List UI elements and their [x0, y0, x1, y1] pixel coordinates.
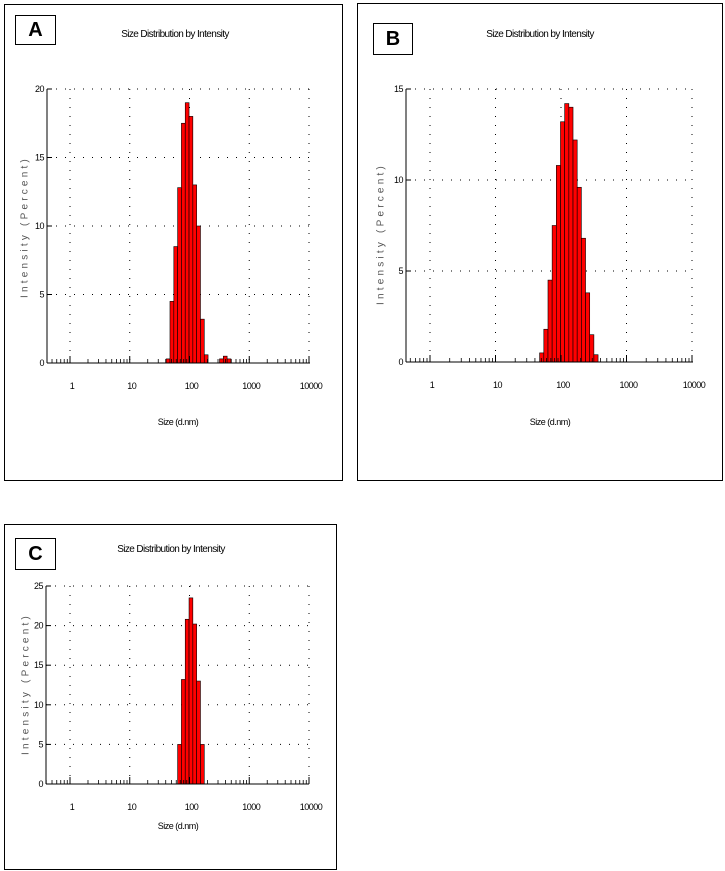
y-tick-label: 0 — [38, 779, 43, 789]
histogram-bar — [184, 618, 190, 785]
y-tick-label: 25 — [34, 581, 44, 591]
histogram-bar — [572, 139, 578, 363]
histogram-bar — [564, 103, 570, 363]
histogram-bar — [192, 184, 197, 364]
y-tick-label: 5 — [398, 266, 403, 276]
y-tick-label: 5 — [38, 739, 43, 749]
histogram-bar — [188, 597, 194, 785]
panel-label-a: A — [15, 15, 56, 45]
y-tick-label: 5 — [39, 290, 44, 300]
y-tick-label: 15 — [394, 84, 404, 94]
panel-label-c: C — [15, 538, 56, 570]
x-tick-label: 100 — [556, 380, 570, 390]
x-axis-label-c: Size (d.nm) — [157, 821, 199, 831]
histogram-bar — [181, 679, 186, 785]
histogram-bar — [576, 186, 582, 363]
histogram-bar — [547, 279, 553, 363]
y-tick-label: 10 — [394, 175, 404, 185]
chart-panel-c: C Size Distribution by Intensity Intensi… — [4, 524, 337, 870]
histogram-bar — [196, 680, 201, 785]
histogram-bar — [543, 328, 549, 363]
x-axis-label-a: Size (d.nm) — [157, 417, 199, 427]
x-tick-label: 100 — [185, 802, 199, 812]
histogram-bar — [589, 334, 595, 363]
x-tick-label: 10000 — [300, 381, 323, 391]
chart-plot-b: 1 10 100 1000 10000 0 5 10 15 — [394, 84, 706, 390]
y-tick-label: 15 — [34, 660, 44, 670]
chart-title-b: Size Distribution by Intensity — [486, 29, 594, 40]
x-tick-label: 1000 — [242, 802, 261, 812]
x-axis-label-b: Size (d.nm) — [529, 417, 571, 427]
histogram-bar — [585, 292, 591, 363]
y-tick-label: 10 — [34, 700, 44, 710]
x-tick-label: 10000 — [300, 802, 323, 812]
histogram-bar — [181, 122, 186, 364]
histogram-bar — [581, 237, 586, 363]
x-tick-label: 10000 — [683, 380, 706, 390]
x-tick-label: 100 — [185, 381, 199, 391]
x-tick-label: 1000 — [242, 381, 261, 391]
histogram-bar — [200, 744, 205, 785]
x-tick-label: 1 — [70, 802, 75, 812]
histogram-bar — [192, 623, 197, 785]
chart-plot-c: 1 10 100 1000 10000 0 5 10 15 20 25 — [34, 581, 323, 812]
y-tick-label: 0 — [398, 357, 403, 367]
histogram-bar — [219, 358, 224, 364]
y-tick-label: 20 — [35, 84, 45, 94]
y-tick-label: 10 — [35, 221, 45, 231]
chart-panel-b: B Size Distribution by Intensity Intensi… — [357, 3, 723, 481]
x-tick-label: 10 — [127, 381, 137, 391]
histogram-bar — [196, 225, 201, 364]
histogram-bar — [556, 165, 561, 363]
histogram-bar — [568, 106, 574, 363]
histogram-bar — [169, 301, 175, 364]
histogram-bar — [226, 358, 232, 364]
histogram-bar — [551, 225, 557, 363]
x-tick-label: 1 — [430, 380, 435, 390]
histogram-bar — [200, 318, 205, 364]
histogram-bar — [177, 744, 182, 785]
y-tick-label: 15 — [35, 153, 45, 163]
histogram-bar — [560, 121, 565, 363]
y-tick-label: 0 — [39, 358, 44, 368]
histogram-bar — [165, 358, 171, 364]
histogram-bar — [593, 354, 599, 363]
y-tick-label: 20 — [34, 621, 44, 631]
histogram-bar — [188, 116, 194, 364]
histogram-bar — [177, 187, 182, 364]
x-tick-label: 1 — [70, 381, 75, 391]
chart-title-c: Size Distribution by Intensity — [117, 544, 225, 555]
x-tick-label: 10 — [493, 380, 503, 390]
chart-panel-a: A Size Distribution by Intensity Intensi… — [4, 4, 343, 481]
chart-title-a: Size Distribution by Intensity — [121, 29, 229, 40]
histogram-bar — [173, 246, 178, 364]
x-tick-label: 1000 — [619, 380, 638, 390]
panel-label-b: B — [373, 23, 413, 55]
chart-plot-a: 1 10 100 1000 10000 0 5 10 15 20 — [35, 84, 323, 391]
histogram-bar — [184, 102, 190, 364]
x-tick-label: 10 — [127, 802, 137, 812]
